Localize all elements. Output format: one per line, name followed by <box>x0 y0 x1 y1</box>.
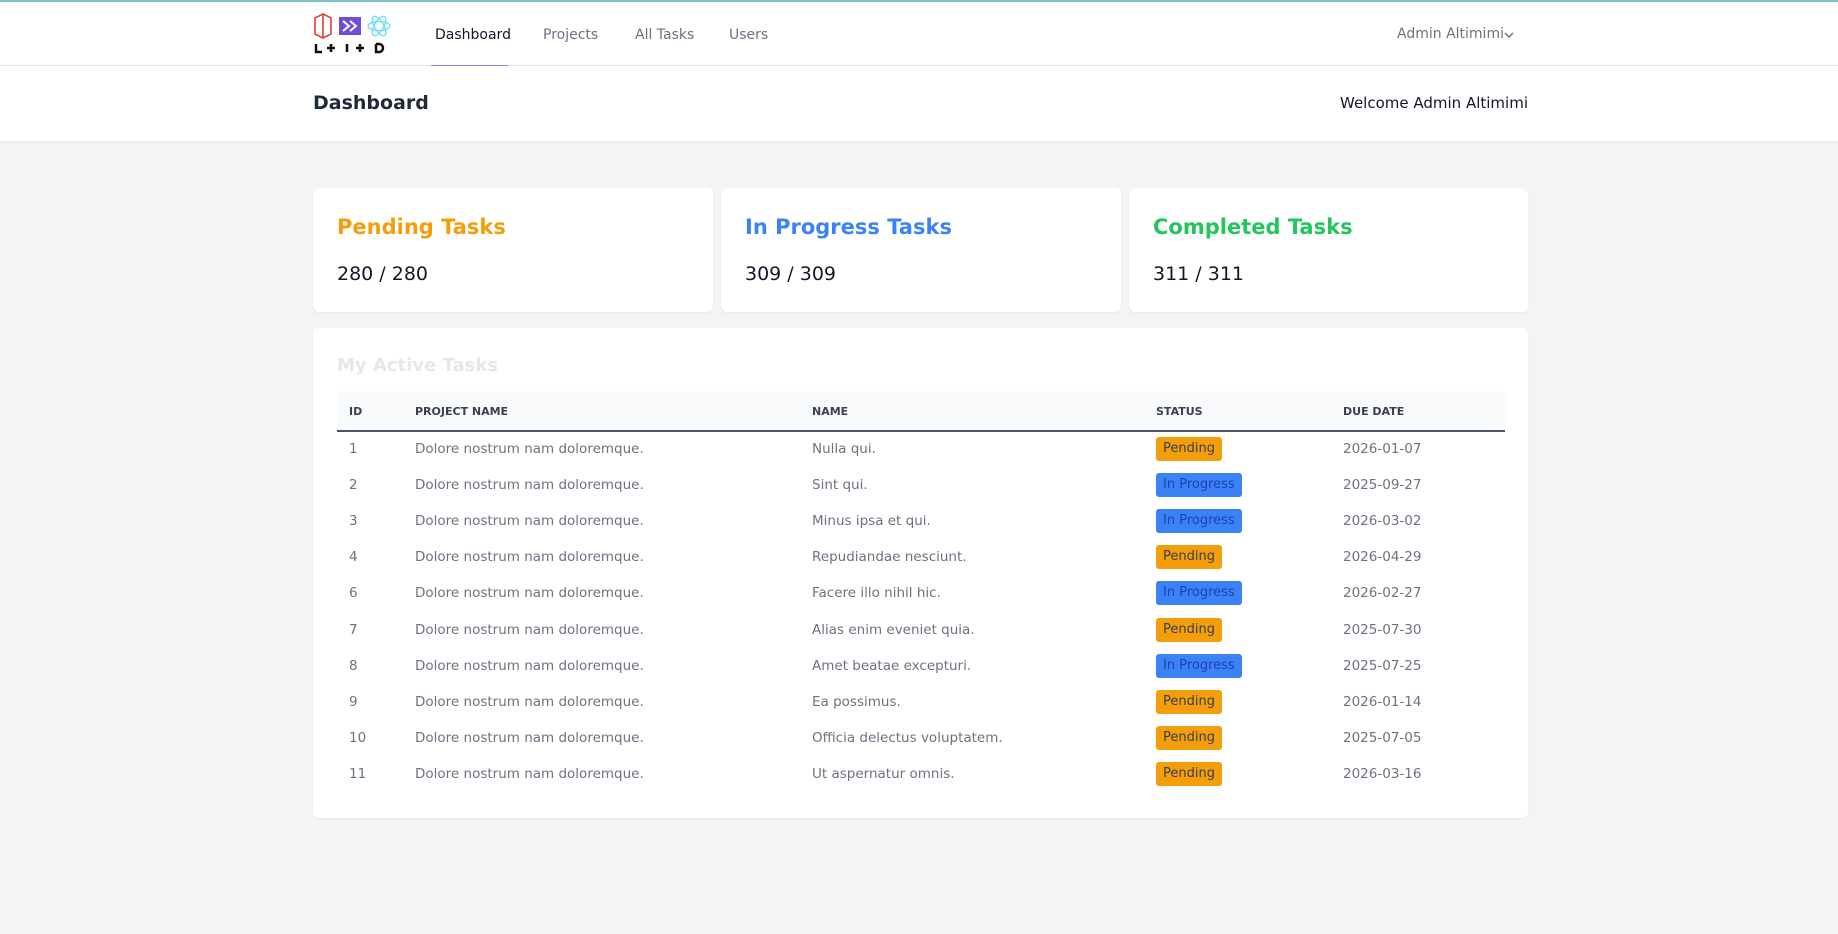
table-cell: 10 <box>349 729 367 746</box>
table-body: 1 Dolore nostrum nam doloremque. Nulla qui… <box>337 432 1505 812</box>
table-cell: Dolore nostrum nam doloremque. <box>415 549 644 566</box>
user-menu[interactable]: Admin Altimimi <box>1397 26 1504 42</box>
stat-card: Pending Tasks 280 / 280 <box>313 188 713 312</box>
table-cell: 9 <box>349 693 358 710</box>
table-cell: 4 <box>349 549 358 566</box>
card-title: Pending Tasks <box>337 215 506 239</box>
nav-link[interactable]: All Tasks <box>635 27 695 43</box>
dropdown-chevron[interactable] <box>1503 30 1515 40</box>
table-cell: Dolore nostrum nam doloremque. <box>415 513 644 530</box>
card-title: In Progress Tasks <box>745 215 952 239</box>
table-cell: 2026-04-29 <box>1343 549 1422 566</box>
status-badge: Pending <box>1156 617 1222 642</box>
stat-card: Completed Tasks 311 / 311 <box>1129 188 1528 312</box>
status-badge: Pending <box>1156 725 1222 750</box>
page-title: Dashboard <box>313 92 429 114</box>
card-count: 309 / 309 <box>745 263 837 285</box>
table-cell: Dolore nostrum nam doloremque. <box>415 693 644 710</box>
column-header: NAME <box>812 405 849 418</box>
status-badge: In Progress <box>1156 473 1242 498</box>
table-cell: 6 <box>349 585 358 602</box>
table-cell: Dolore nostrum nam doloremque. <box>415 729 644 746</box>
table-header: ID PROJECT NAME NAME STATUS DUE DATE <box>337 391 1505 432</box>
table-cell: Sint qui. <box>812 477 868 494</box>
table-cell: Dolore nostrum nam doloremque. <box>415 477 644 494</box>
card-count: 280 / 280 <box>337 263 429 285</box>
table-cell: 8 <box>349 657 358 674</box>
column-header: PROJECT NAME <box>415 405 509 418</box>
page-header: Dashboard Welcome Admin Altimimi <box>0 66 1838 141</box>
status-badge: Pending <box>1156 545 1222 570</box>
column-header: DUE DATE <box>1343 405 1405 418</box>
table-cell: 2026-02-27 <box>1343 585 1422 602</box>
nav-link[interactable]: Users <box>729 27 769 43</box>
table-cell: 11 <box>349 765 367 782</box>
status-badge: In Progress <box>1156 653 1242 678</box>
table-cell: 1 <box>349 441 358 457</box>
column-header: ID <box>349 405 363 418</box>
table-cell: 2026-01-14 <box>1343 693 1422 710</box>
table-cell: 2026-03-16 <box>1343 765 1422 782</box>
stat-card: In Progress Tasks 309 / 309 <box>721 188 1121 312</box>
table-cell: Facere illo nihil hic. <box>812 585 941 602</box>
top-nav: Dashboard Projects All Tasks Users Admin… <box>0 0 1838 67</box>
table-title: My Active Tasks <box>337 355 498 376</box>
table-cell: 7 <box>349 621 358 638</box>
table-cell: Ut aspernatur omnis. <box>812 765 955 782</box>
table-cell: 2025-07-25 <box>1343 657 1422 674</box>
table-cell: Ea possimus. <box>812 693 901 710</box>
status-badge: Pending <box>1156 689 1222 714</box>
table-cell: Dolore nostrum nam doloremque. <box>415 585 644 602</box>
table-cell: 2025-07-30 <box>1343 621 1422 638</box>
table-cell: Officia delectus voluptatem. <box>812 729 1003 746</box>
card-title: Completed Tasks <box>1153 215 1353 239</box>
welcome-text: Welcome Admin Altimimi <box>1340 94 1528 112</box>
table-cell: 2026-01-07 <box>1343 441 1422 457</box>
table-cell: 3 <box>349 513 358 530</box>
table-cell: Amet beatae excepturi. <box>812 657 972 674</box>
column-header: STATUS <box>1156 405 1203 418</box>
tasks-card: My Active Tasks ID PROJECT NAME NAME STATUS… <box>313 328 1528 818</box>
logo[interactable] <box>313 12 393 58</box>
table-cell: Repudiandae nesciunt. <box>812 549 967 566</box>
status-badge: In Progress <box>1156 509 1242 534</box>
table-cell: Nulla qui. <box>812 441 876 457</box>
table-cell: 2 <box>349 477 358 494</box>
table-cell: 2025-07-05 <box>1343 729 1422 746</box>
table-cell: Dolore nostrum nam doloremque. <box>415 657 644 674</box>
nav-link[interactable]: Dashboard <box>435 27 511 43</box>
status-badge: Pending <box>1156 761 1222 786</box>
status-badge: In Progress <box>1156 581 1242 606</box>
table-cell: Alias enim eveniet quia. <box>812 621 975 638</box>
table-cell: Dolore nostrum nam doloremque. <box>415 621 644 638</box>
status-badge: Pending <box>1156 437 1222 461</box>
table-cell: 2025-09-27 <box>1343 477 1422 494</box>
table-cell: Dolore nostrum nam doloremque. <box>415 441 644 457</box>
table-cell: 2026-03-02 <box>1343 513 1422 530</box>
nav-link[interactable]: Projects <box>543 27 599 43</box>
table-cell: Minus ipsa et qui. <box>812 513 931 530</box>
table-cell: Dolore nostrum nam doloremque. <box>415 765 644 782</box>
card-count: 311 / 311 <box>1153 263 1245 285</box>
